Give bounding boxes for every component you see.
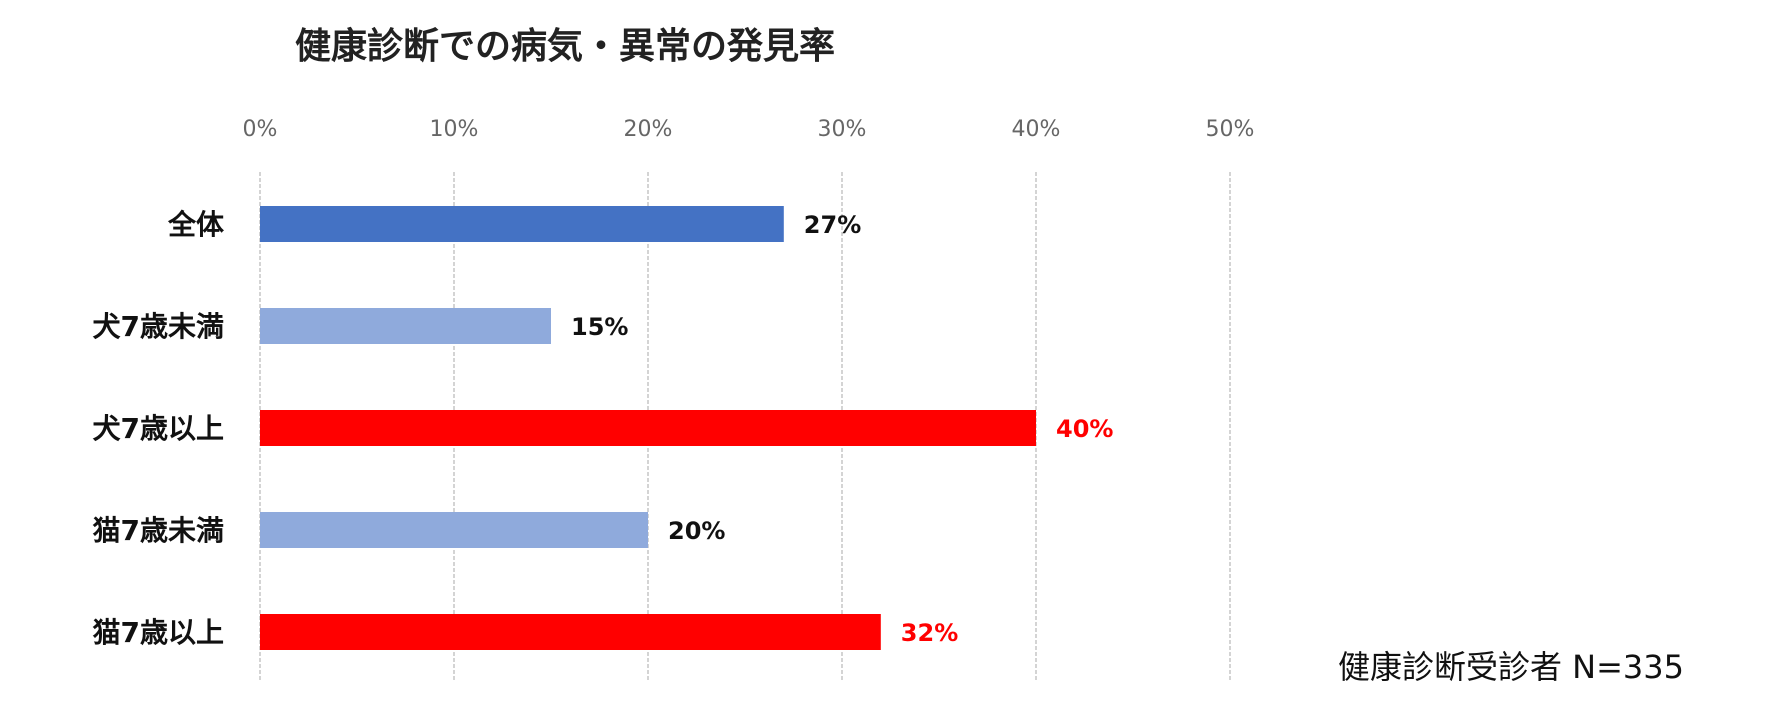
bars [260, 206, 1036, 650]
x-tick-label: 20% [624, 117, 673, 142]
sample-size-note: 健康診断受診者 N=335 [1338, 648, 1684, 686]
data-label: 20% [668, 517, 725, 545]
data-label: 27% [804, 211, 861, 239]
category-label: 犬7歳以上 [93, 412, 224, 445]
data-label: 40% [1056, 415, 1113, 443]
category-label: 猫7歳以上 [93, 616, 224, 649]
bar [260, 410, 1036, 446]
bar [260, 308, 551, 344]
x-axis-ticks: 0% 10% 20% 30% 40% 50% [243, 117, 1255, 142]
x-tick-label: 10% [430, 117, 479, 142]
data-label: 32% [901, 619, 958, 647]
x-tick-label: 30% [818, 117, 867, 142]
bar [260, 512, 648, 548]
data-labels: 27% 15% 40% 20% 32% [571, 211, 1113, 647]
x-tick-label: 0% [243, 117, 278, 142]
category-label: 全体 [167, 208, 225, 241]
category-label: 猫7歳未満 [93, 514, 224, 547]
x-tick-label: 50% [1206, 117, 1255, 142]
chart-title: 健康診断での病気・異常の発見率 [295, 25, 835, 67]
data-label: 15% [571, 313, 628, 341]
x-tick-label: 40% [1012, 117, 1061, 142]
bar [260, 614, 881, 650]
bar [260, 206, 784, 242]
category-label: 犬7歳未満 [93, 310, 224, 343]
